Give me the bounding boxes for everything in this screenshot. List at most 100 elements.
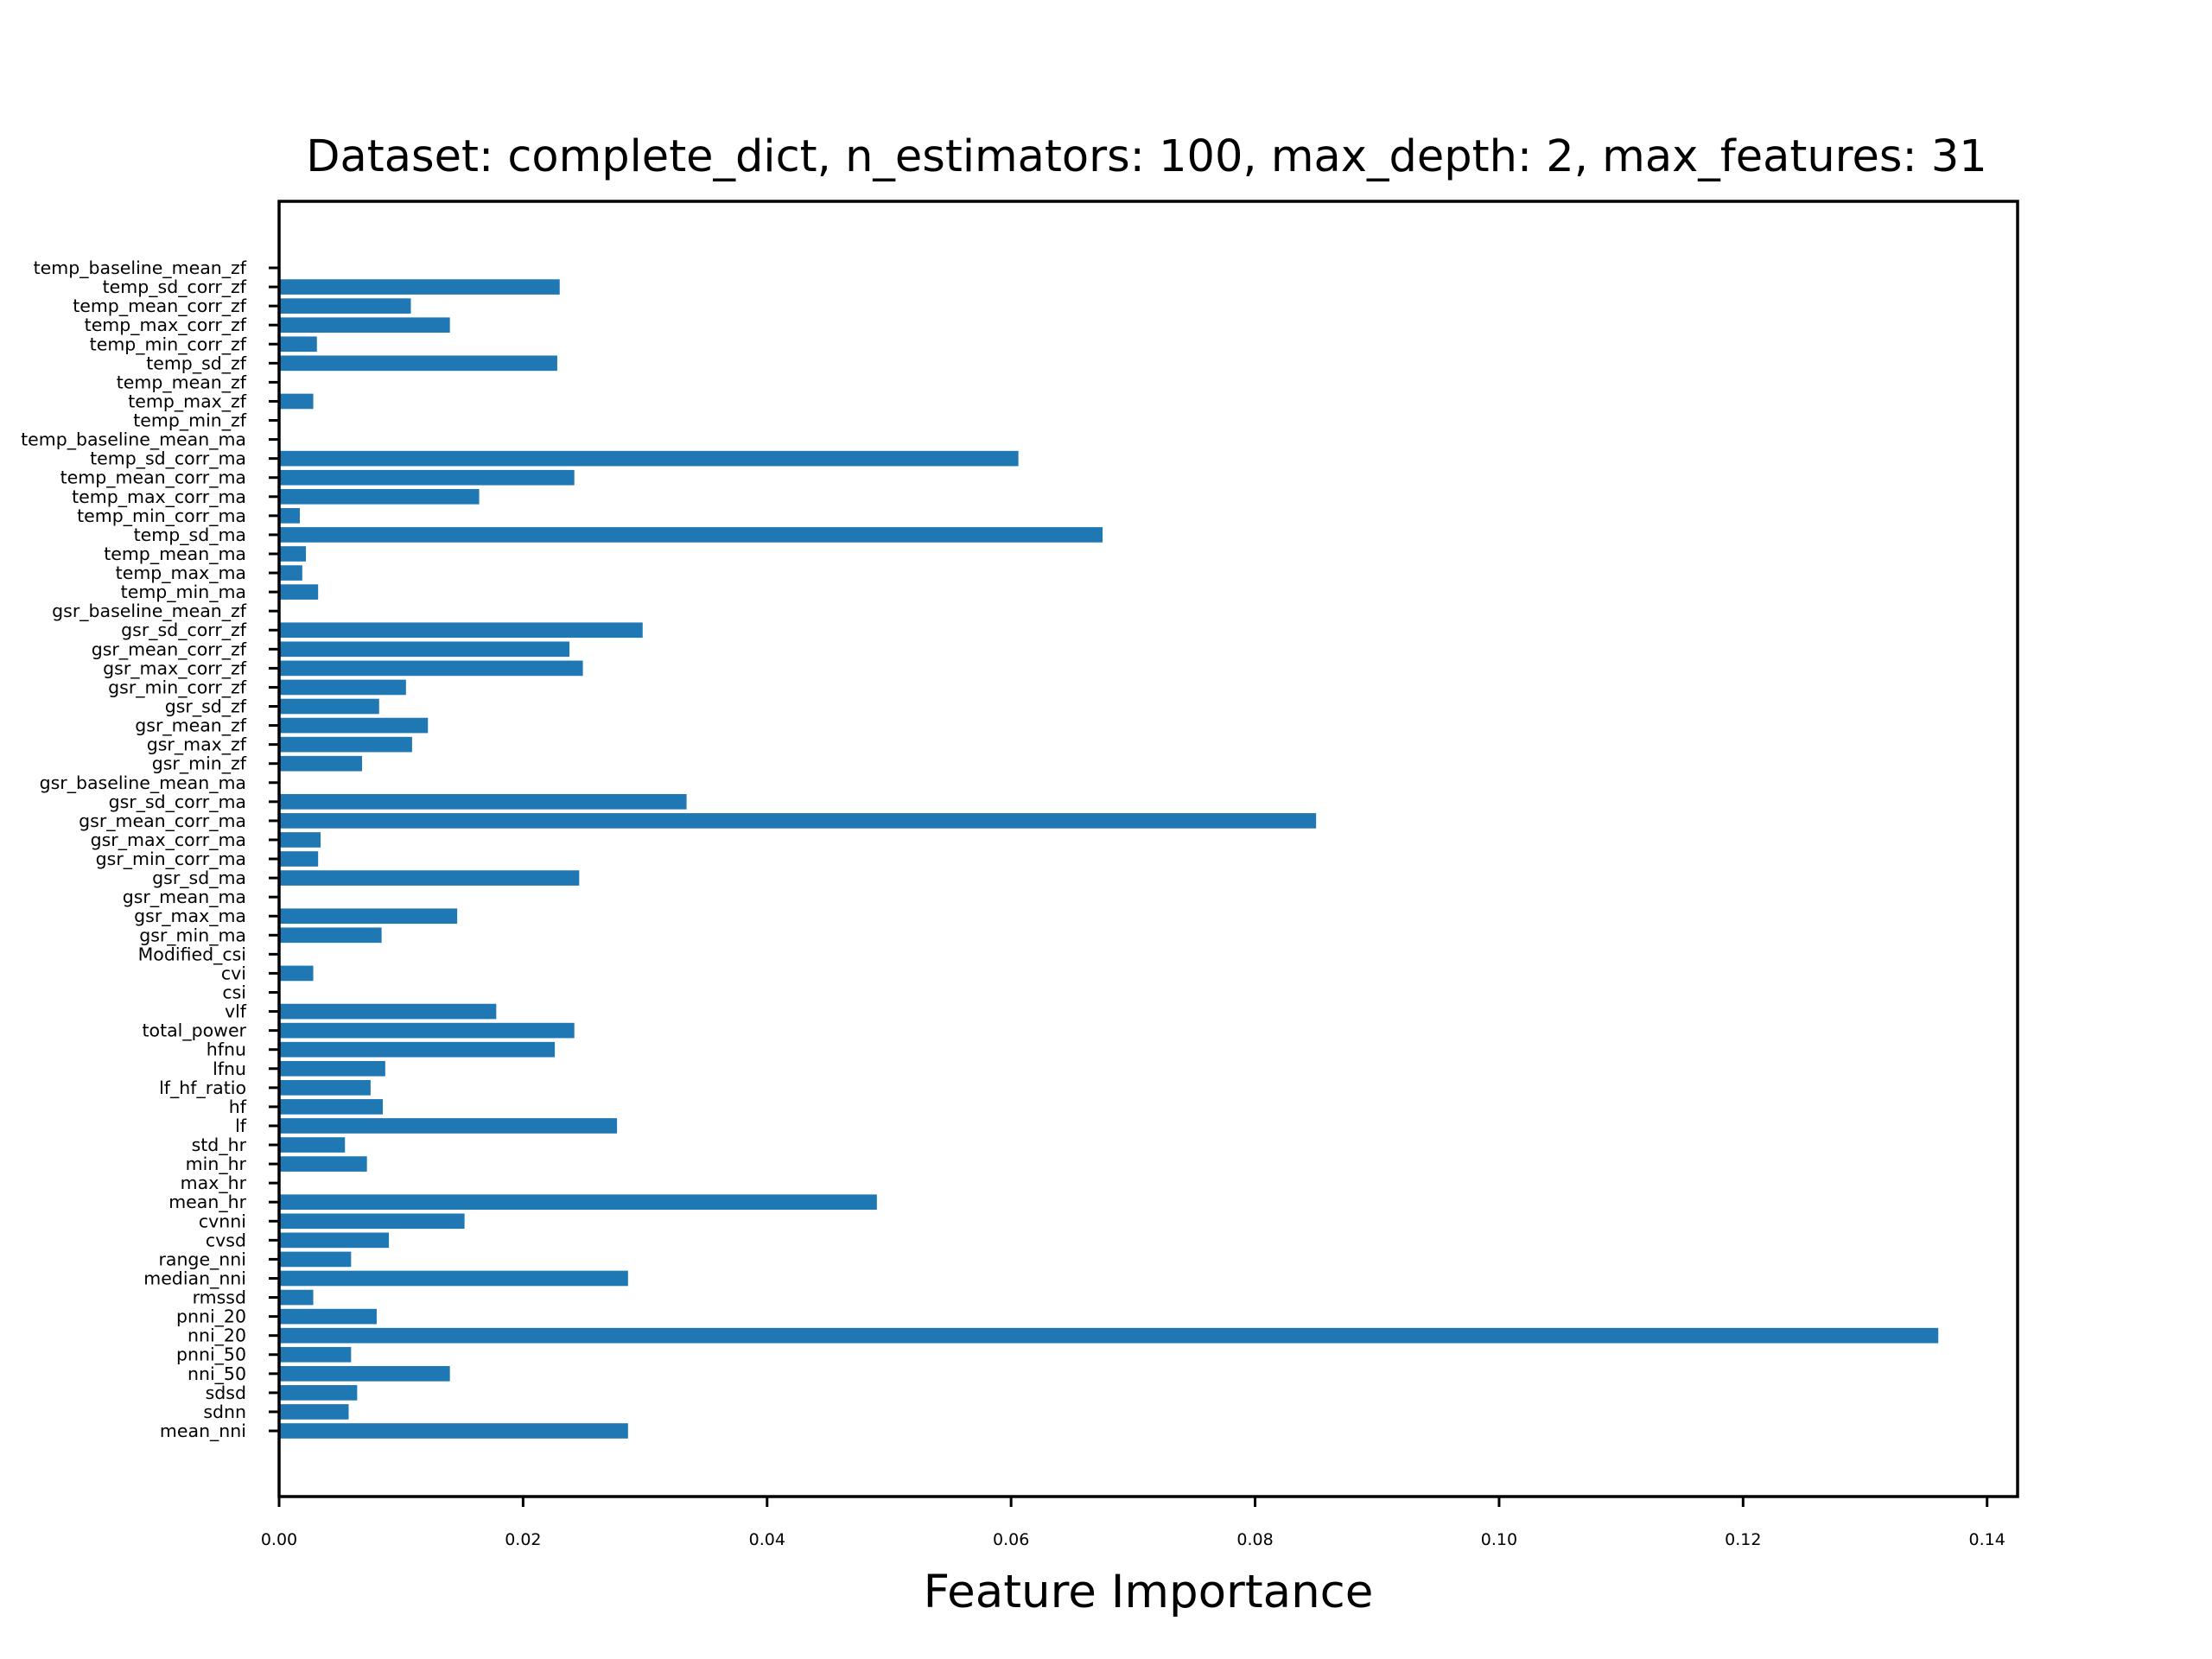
y-tick-label: temp_sd_zf: [146, 353, 247, 374]
y-tick-label: temp_sd_corr_zf: [103, 276, 247, 298]
bar-gsr_sd_corr_ma: [279, 794, 687, 810]
y-tick-label: gsr_min_ma: [139, 925, 246, 946]
y-tick-label: gsr_max_corr_zf: [103, 658, 247, 679]
x-tick-label: 0.10: [1481, 1530, 1517, 1549]
y-tick-label: temp_max_zf: [128, 391, 247, 412]
bar-temp_mean_ma: [279, 546, 307, 562]
bar-rmssd: [279, 1289, 314, 1306]
y-tick-label: max_hr: [181, 1173, 247, 1194]
y-tick-label: std_hr: [192, 1135, 247, 1156]
y-tick-label: mean_nni: [160, 1421, 246, 1442]
y-tick-label: rmssd: [193, 1287, 246, 1308]
y-tick-label: temp_min_corr_zf: [90, 334, 247, 355]
x-tick-label: 0.04: [749, 1530, 785, 1549]
y-ticks-group: mean_nnisdnnsdsdnni_50pnni_50nni_20pnni_…: [21, 257, 279, 1442]
bar-gsr_mean_corr_ma: [279, 813, 1317, 829]
bar-vlf: [279, 1003, 497, 1020]
y-tick-label: vlf: [225, 1001, 247, 1022]
y-tick-label: gsr_baseline_mean_ma: [40, 772, 246, 794]
y-tick-label: sdsd: [206, 1382, 246, 1403]
y-tick-label: temp_max_corr_zf: [85, 315, 247, 336]
bar-temp_min_corr_ma: [279, 508, 301, 524]
y-tick-label: gsr_sd_zf: [165, 696, 247, 718]
y-tick-label: nni_50: [188, 1363, 246, 1385]
y-tick-label: temp_min_zf: [133, 410, 247, 432]
plot-frame: [277, 200, 2019, 1498]
bar-gsr_mean_zf: [279, 717, 429, 734]
bar-total_power: [279, 1022, 575, 1039]
bar-gsr_min_zf: [279, 755, 363, 772]
bar-gsr_min_corr_zf: [279, 679, 406, 696]
bar-temp_mean_corr_zf: [279, 298, 411, 314]
y-tick-label: range_nni: [158, 1249, 246, 1270]
bar-temp_min_ma: [279, 584, 319, 600]
bar-pnni_20: [279, 1308, 377, 1325]
y-tick-label: temp_min_corr_ma: [77, 505, 246, 527]
y-tick-label: cvnni: [199, 1211, 246, 1231]
bars-group: [279, 279, 1939, 1439]
bar-median_nni: [279, 1270, 628, 1287]
x-tick-label: 0.00: [261, 1530, 297, 1549]
y-tick-label: temp_sd_corr_ma: [90, 448, 246, 470]
y-tick-label: temp_baseline_mean_ma: [21, 429, 246, 451]
y-tick-label: temp_max_ma: [116, 563, 246, 584]
y-tick-label: nni_20: [188, 1325, 246, 1347]
bar-gsr_sd_corr_zf: [279, 622, 643, 639]
bar-sdsd: [279, 1385, 358, 1401]
bar-temp_max_corr_zf: [279, 317, 450, 334]
bar-cvi: [279, 965, 314, 982]
y-tick-label: mean_hr: [168, 1192, 246, 1213]
bar-nni_20: [279, 1327, 1939, 1344]
y-tick-label: pnni_50: [176, 1344, 246, 1366]
bar-gsr_max_zf: [279, 736, 412, 753]
y-tick-label: hf: [229, 1096, 247, 1117]
bar-lf: [279, 1118, 618, 1134]
y-tick-label: gsr_baseline_mean_zf: [52, 601, 247, 622]
bar-gsr_mean_corr_zf: [279, 641, 570, 658]
y-tick-label: gsr_min_corr_ma: [96, 849, 246, 870]
bar-temp_sd_corr_ma: [279, 450, 1019, 467]
bar-cvsd: [279, 1232, 390, 1249]
y-tick-label: temp_baseline_mean_zf: [34, 257, 247, 279]
y-tick-label: pnni_20: [176, 1306, 246, 1328]
bar-mean_nni: [279, 1423, 628, 1439]
bar-temp_max_corr_ma: [279, 488, 480, 505]
bar-hf: [279, 1099, 384, 1115]
bar-range_nni: [279, 1251, 352, 1268]
bar-gsr_max_ma: [279, 908, 458, 925]
bar-cvnni: [279, 1213, 465, 1230]
y-tick-label: gsr_mean_ma: [123, 887, 246, 908]
y-tick-label: gsr_sd_ma: [152, 868, 246, 889]
bar-gsr_min_corr_ma: [279, 851, 319, 867]
y-tick-label: lf: [235, 1116, 247, 1136]
bar-min_hr: [279, 1156, 367, 1172]
bar-temp_mean_corr_ma: [279, 469, 575, 486]
y-tick-label: gsr_mean_corr_zf: [92, 639, 247, 660]
y-tick-label: median_nni: [143, 1268, 246, 1289]
y-tick-label: gsr_max_corr_ma: [91, 830, 246, 851]
y-tick-label: hfnu: [207, 1039, 246, 1060]
bar-lfnu: [279, 1060, 385, 1077]
bar-gsr_min_ma: [279, 927, 382, 944]
y-tick-label: temp_max_corr_ma: [72, 486, 246, 508]
y-tick-label: csi: [222, 982, 246, 1002]
bar-mean_hr: [279, 1194, 877, 1211]
x-axis-label: Feature Importance: [924, 1566, 1374, 1618]
y-tick-label: Modified_csi: [138, 944, 246, 965]
y-tick-label: lfnu: [213, 1058, 246, 1079]
bar-temp_sd_ma: [279, 527, 1103, 543]
bar-gsr_sd_ma: [279, 870, 580, 886]
y-tick-label: sdnn: [203, 1402, 246, 1422]
bar-temp_sd_zf: [279, 355, 557, 372]
y-tick-label: temp_mean_ma: [104, 543, 246, 565]
bar-lf_hf_ratio: [279, 1079, 371, 1096]
y-tick-label: temp_min_ma: [121, 582, 246, 603]
bar-pnni_50: [279, 1346, 352, 1363]
y-tick-label: temp_mean_corr_ma: [60, 467, 246, 489]
y-tick-label: temp_sd_ma: [134, 524, 246, 546]
y-tick-label: gsr_mean_zf: [135, 715, 247, 737]
y-tick-label: gsr_max_ma: [134, 906, 246, 927]
bar-temp_max_zf: [279, 393, 314, 410]
